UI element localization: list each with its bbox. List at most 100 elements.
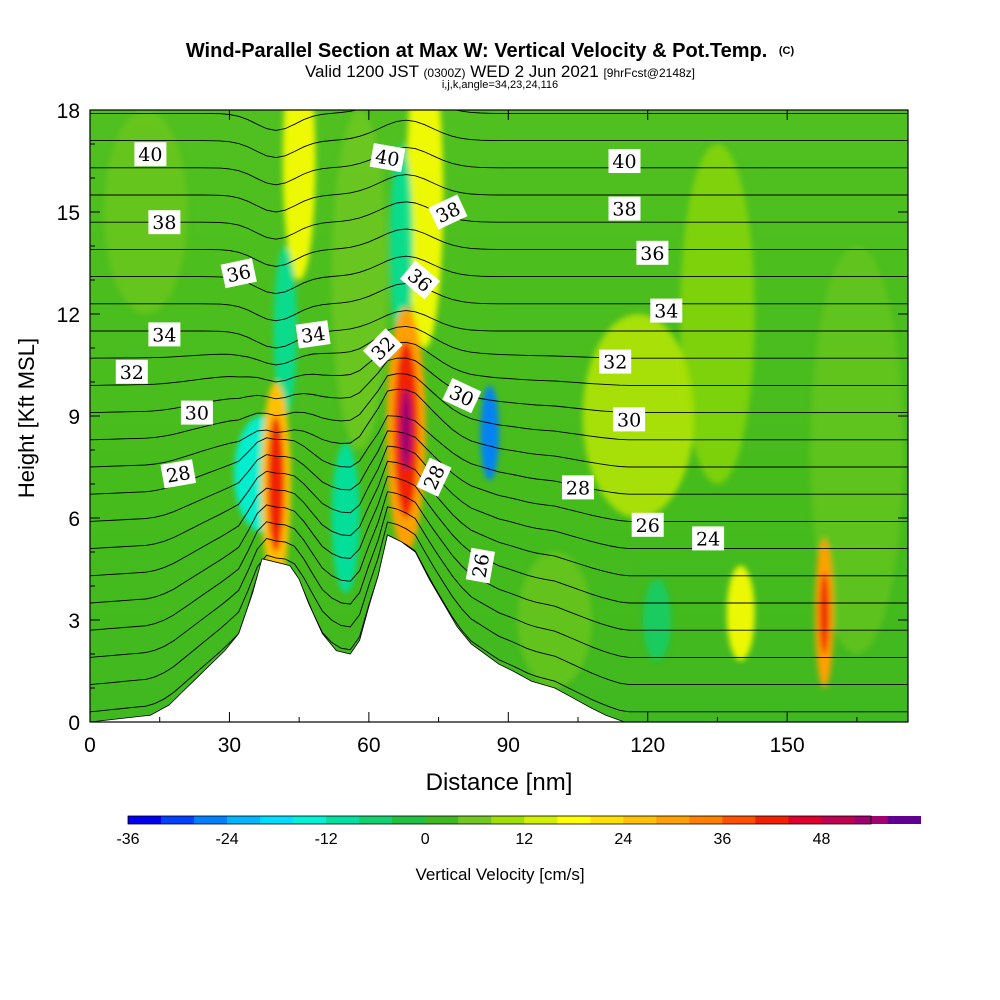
- field-background: [90, 110, 908, 722]
- x-axis: 0 30 60 90 120 150: [84, 110, 858, 757]
- theta-label: 38: [608, 196, 641, 221]
- colorbar-swatch: [326, 816, 360, 824]
- y-axis-label: Height [Kft MSL]: [14, 338, 39, 498]
- valid-time: Valid 1200 JST: [305, 62, 419, 81]
- theta-label-text: 24: [696, 528, 720, 550]
- colorbar-swatch: [392, 816, 426, 824]
- theta-contour: [90, 119, 908, 159]
- theta-label-text: 26: [636, 515, 660, 537]
- grid-indices: i,j,k,angle=34,23,24,116: [442, 79, 558, 91]
- updraft-streak: [282, 110, 316, 280]
- theta-contour: [90, 110, 908, 131]
- colorbar-swatch: [359, 816, 393, 824]
- theta-label: 40: [608, 149, 641, 173]
- theta-label-text: 32: [603, 352, 627, 374]
- x-tick-label: 30: [218, 734, 241, 757]
- weak-updraft: [331, 110, 388, 450]
- theta-label-box: [692, 526, 725, 551]
- downdraft: [273, 246, 297, 416]
- theta-label-box: [220, 258, 257, 289]
- colorbar-swatch: [722, 816, 756, 824]
- theta-label-box: [160, 459, 197, 489]
- x-tick-label: 120: [630, 734, 665, 757]
- theta-label: 30: [180, 400, 213, 425]
- weak-updraft: [517, 552, 592, 688]
- theta-label-text: 30: [617, 409, 641, 431]
- theta-label-text: 32: [120, 362, 144, 384]
- theta-label-box: [180, 400, 213, 425]
- colorbar-swatch: [524, 816, 558, 824]
- colorbar-swatch: [194, 816, 228, 824]
- updraft-core: [400, 388, 412, 471]
- y-tick-label: 9: [68, 406, 80, 429]
- colorbar-swatch: [425, 816, 459, 824]
- theta-label-box: [562, 475, 594, 500]
- copyright-mark: (C): [779, 45, 795, 57]
- theta-contour: [90, 201, 908, 240]
- theta-label-text: 30: [185, 403, 209, 425]
- theta-label-box: [115, 359, 148, 384]
- theta-contour: [90, 430, 908, 522]
- theta-label-text: 40: [138, 144, 162, 166]
- theta-contour: [90, 445, 908, 550]
- x-tick-label: 150: [770, 734, 805, 757]
- theta-label: 34: [295, 320, 331, 349]
- theta-label: 34: [148, 322, 181, 347]
- x-tick-label: 60: [357, 734, 380, 757]
- colorbar-ticks: -36 -24 -12 0 12 24 36 48: [116, 831, 830, 848]
- y-tick-label: 18: [57, 100, 80, 123]
- updraft-streak: [726, 565, 755, 661]
- theta-label-box: [134, 142, 167, 167]
- theta-contour: [90, 521, 908, 686]
- downdraft: [389, 144, 414, 348]
- theta-label: 40: [134, 142, 167, 167]
- updraft-core: [267, 416, 285, 552]
- colorbar-tick-label: 36: [714, 831, 732, 848]
- colorbar-swatch: [590, 816, 624, 824]
- theta-label-box: [363, 328, 403, 368]
- colorbar-frame: [127, 815, 872, 825]
- theta-label-box: [416, 457, 452, 497]
- theta-label: 38: [148, 210, 181, 235]
- updraft-streak: [406, 110, 444, 348]
- theta-label: 30: [613, 407, 646, 432]
- theta-contour: [90, 310, 908, 349]
- theta-label: 24: [692, 526, 725, 551]
- colorbar-swatch: [458, 816, 492, 824]
- terrain: [90, 534, 908, 722]
- theta-contour: [90, 146, 908, 186]
- theta-contour: [90, 228, 908, 267]
- theta-contour: [90, 373, 908, 441]
- chart-title: Wind-Parallel Section at Max W: Vertical…: [186, 40, 767, 62]
- theta-label: 28: [562, 475, 594, 500]
- y-tick-label: 3: [68, 610, 80, 633]
- y-tick-label: 15: [57, 202, 80, 225]
- theta-label-text: 26: [468, 552, 494, 580]
- weak-updraft: [103, 110, 188, 314]
- theta-label-box: [442, 377, 482, 414]
- theta-label-box: [428, 194, 468, 230]
- theta-contour: [90, 388, 908, 468]
- theta-label-text: 34: [152, 324, 176, 346]
- y-tick-label: 6: [68, 508, 80, 531]
- forecast-info: [9hrFcst@2148z]: [603, 66, 695, 80]
- theta-label: 28: [160, 459, 197, 489]
- x-tick-label: 0: [84, 734, 96, 757]
- colorbar-swatch: [128, 816, 162, 824]
- theta-label-box: [631, 512, 664, 537]
- colorbar-swatch: [161, 816, 195, 824]
- svg-text:Wind-Parallel Section at Max W: Wind-Parallel Section at Max W: Vertical…: [186, 40, 795, 62]
- colorbar-swatch: [491, 816, 525, 824]
- colorbar-swatch: [821, 816, 855, 824]
- theta-contour: [90, 282, 908, 322]
- theta-label-text: 36: [225, 261, 253, 288]
- valid-date: WED 2 Jun 2021: [470, 62, 599, 81]
- theta-label: 36: [220, 258, 257, 289]
- theta-contour: [90, 534, 908, 713]
- theta-label-box: [613, 407, 646, 432]
- theta-label-box: [608, 149, 641, 173]
- theta-contour: [90, 415, 908, 495]
- theta-label-text: 28: [566, 477, 590, 499]
